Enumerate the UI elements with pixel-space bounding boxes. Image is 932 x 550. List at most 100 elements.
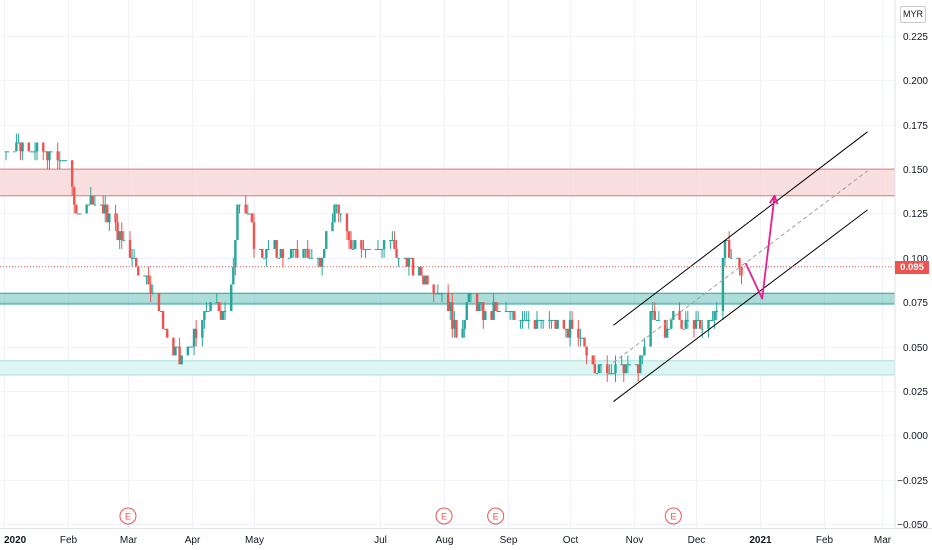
y-tick-label: −0.025 (897, 476, 928, 487)
candle-body (122, 240, 126, 242)
candle-body (467, 293, 471, 303)
candle-body (711, 319, 714, 321)
candle-body (721, 257, 725, 312)
projection-arrowhead (768, 194, 779, 205)
candle-body (101, 204, 105, 214)
candle-body (263, 257, 266, 259)
candle-body (637, 364, 640, 374)
candle-body (64, 160, 68, 162)
candle-body (622, 364, 625, 374)
candle-body (118, 231, 121, 241)
candle-body (33, 151, 37, 153)
x-tick-label: Sep (500, 535, 518, 546)
y-tick-label: 0.075 (903, 298, 928, 309)
candle-body (99, 204, 103, 206)
candle-body (657, 319, 661, 321)
candle-body (223, 311, 227, 313)
candle-body (653, 311, 656, 320)
candle-body (393, 240, 396, 249)
candle-body (634, 364, 638, 366)
y-tick-label: 0.225 (903, 32, 928, 43)
grid (0, 0, 895, 528)
candle-body (554, 319, 557, 329)
candle-body (455, 319, 458, 338)
candle-body (302, 248, 305, 258)
candle-body (180, 355, 183, 365)
candle-body (391, 240, 394, 242)
candle-body (203, 311, 206, 320)
candle-body (643, 346, 646, 356)
candle-body (477, 302, 481, 312)
candle-body (420, 266, 423, 276)
projection-arrow (744, 194, 779, 300)
candle-body (548, 319, 551, 321)
candle-body (663, 319, 667, 338)
candle-body (296, 248, 299, 258)
candle-body (325, 231, 328, 249)
resistance-zone (0, 169, 895, 196)
candle-body (672, 311, 675, 320)
candle-body (533, 319, 537, 329)
channel (613, 131, 868, 402)
candle-body (85, 204, 88, 214)
candle-body (349, 240, 353, 249)
candle-body (232, 266, 235, 285)
candle-body (163, 328, 167, 330)
candle-body (620, 364, 623, 366)
candle-body (570, 319, 574, 329)
candle-body (723, 240, 727, 258)
candle-body (628, 364, 632, 366)
candle-body (308, 257, 311, 259)
candle-body (665, 328, 669, 338)
candle-body (252, 222, 256, 249)
candle-body (114, 213, 117, 223)
candle-body (624, 364, 628, 374)
earnings-marker-label: E (493, 512, 499, 522)
candle-body (209, 302, 212, 312)
candle-body (440, 293, 444, 295)
candle-body (236, 204, 239, 241)
candle-body (446, 293, 450, 312)
candle-body (151, 293, 154, 295)
candle-body (75, 204, 78, 214)
candle-body (207, 311, 210, 313)
candle-body (492, 302, 495, 320)
candle-body (201, 319, 204, 338)
y-tick-label: 0.200 (903, 76, 928, 87)
candle-body (93, 204, 97, 206)
candle-body (465, 302, 468, 320)
candle-body (323, 248, 326, 258)
candle-body (35, 142, 39, 152)
candle-body (422, 275, 425, 285)
candle-body (42, 142, 45, 152)
candle-body (463, 319, 466, 329)
candle-body (73, 186, 76, 205)
candle-body (215, 302, 218, 304)
candle-body (287, 257, 291, 259)
candle-body (149, 284, 152, 294)
candle-body (626, 364, 630, 366)
candle-body (498, 311, 502, 313)
candle-body (585, 346, 588, 356)
candle-body (581, 337, 584, 339)
candle-body (267, 248, 270, 250)
candle-body (407, 257, 411, 267)
candle-body (506, 311, 510, 313)
candle-body (606, 364, 609, 374)
candle-body (484, 311, 487, 320)
candle-body (279, 248, 283, 258)
candle-body (316, 257, 320, 259)
candle-body (740, 266, 743, 276)
candle-body (713, 311, 716, 320)
candle-body (566, 328, 570, 338)
y-tick-label: 0.150 (903, 165, 928, 176)
candle-body (50, 151, 53, 153)
candle-body (449, 302, 452, 312)
x-tick-label: May (245, 535, 264, 546)
candle-body (145, 275, 148, 277)
candle-body (614, 364, 617, 374)
currency-badge[interactable]: MYR (900, 6, 926, 23)
candle-body (320, 257, 324, 267)
candle-body (188, 346, 192, 348)
